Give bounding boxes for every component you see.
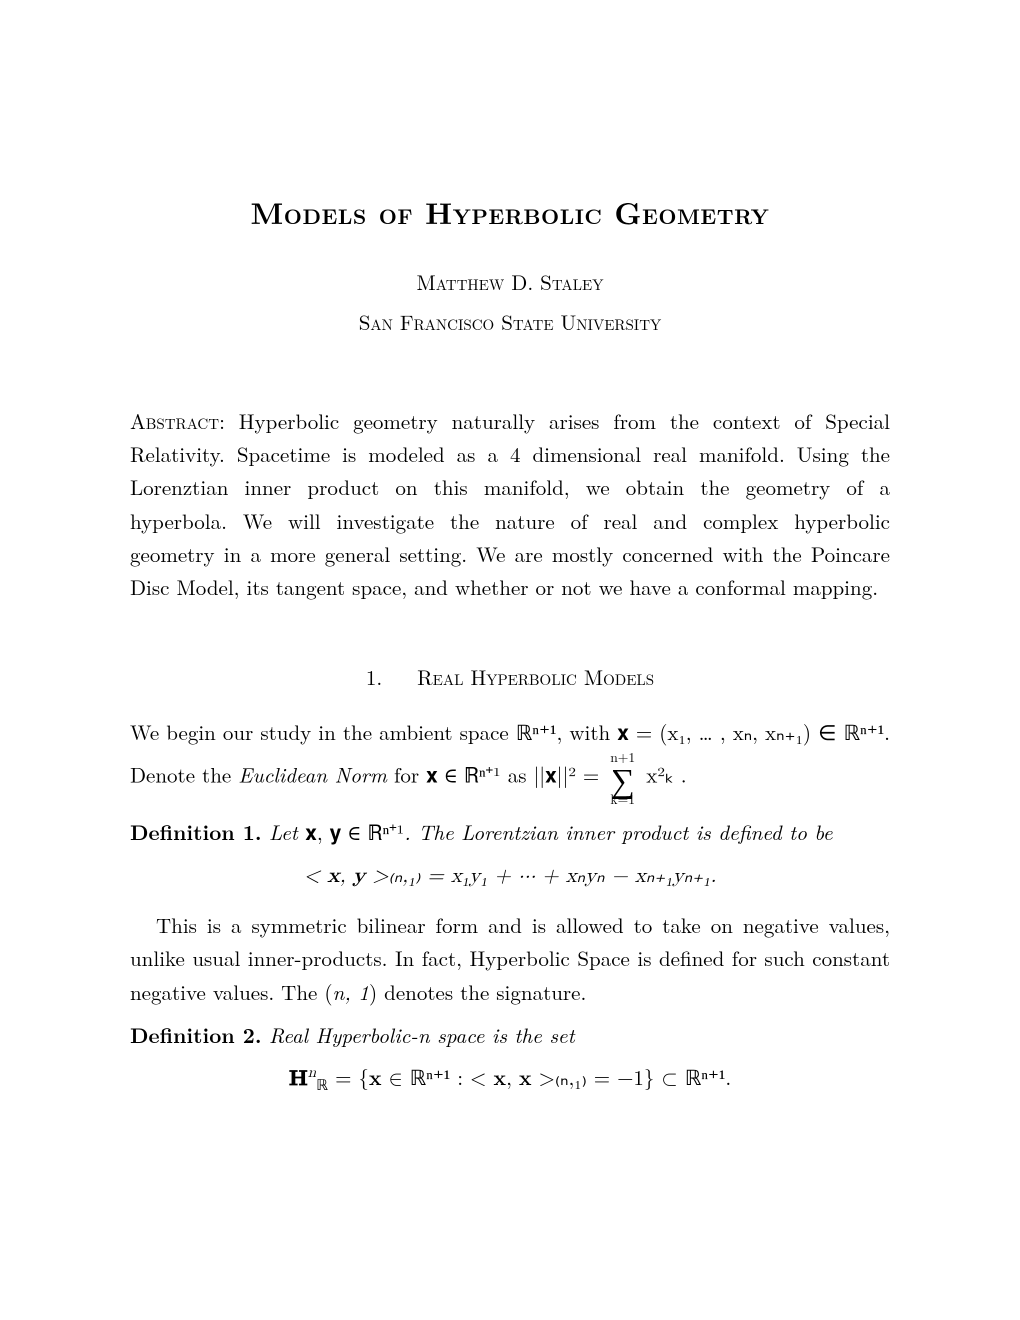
intro-text-a: We begin our study in the ambient space <box>130 717 516 747</box>
page: Models of Hyperbolic Geometry Matthew D.… <box>0 0 1020 1320</box>
hyp-eq-b: = {𝐱 ∈ <box>328 1069 409 1090</box>
section-title: Real Hyperbolic Models <box>417 662 654 692</box>
lorentz-eq-body: < 𝐱, 𝐲 >₍ₙ,₁₎ = x₁y₁ + ··· + xₙyₙ − xₙ₊₁… <box>304 866 717 887</box>
sum-lower: k=1 <box>610 792 635 806</box>
symmetric-paragraph: This is a symmetric bilinear form and is… <box>130 909 890 1009</box>
def2-label: Definition 2. <box>130 1020 262 1050</box>
math-xy-in-rn1: 𝐱, 𝐲 ∈ ℝⁿ⁺¹ <box>305 817 404 847</box>
sigma-icon: ∑ <box>610 764 635 793</box>
lorentzian-equation: < 𝐱, 𝐲 >₍ₙ,₁₎ = x₁y₁ + ··· + xₙyₙ − xₙ₊₁… <box>130 863 890 889</box>
intro-text-c: for <box>387 760 426 790</box>
hyp-eq-d: . <box>725 1069 731 1090</box>
hyp-sub-R: ℝ <box>316 1078 328 1094</box>
def1-text-b: . The Lorentzian inner product is define… <box>404 817 832 847</box>
math-norm-lhs: ||𝐱||² = <box>533 760 606 790</box>
abstract-body: Hyperbolic geometry naturally arises fro… <box>130 406 890 602</box>
sym-n1: n, 1 <box>333 977 370 1007</box>
def2-body: Real Hyperbolic-n space is the set <box>262 1020 575 1050</box>
definition-2: Definition 2. Real Hyperbolic-n space is… <box>130 1019 890 1052</box>
section-heading: 1. Real Hyperbolic Models <box>130 662 890 692</box>
euclidean-norm-label: Euclidean Norm <box>238 760 387 790</box>
def1-label: Definition 1. <box>130 817 262 847</box>
hyp-rn1-b: ℝⁿ⁺¹ <box>685 1066 726 1090</box>
hyperbolic-space-equation: 𝐇nℝ = {𝐱 ∈ ℝⁿ⁺¹ : < 𝐱, 𝐱 >₍ₙ,₁₎ = −1} ⊂ … <box>130 1066 890 1092</box>
hyp-eq-c: : < 𝐱, 𝐱 >₍ₙ,₁₎ = −1} ⊂ <box>450 1069 684 1090</box>
hyp-H: 𝐇 <box>289 1069 308 1090</box>
intro-paragraph: We begin our study in the ambient space … <box>130 716 890 806</box>
author-name: Matthew D. Staley <box>130 267 890 297</box>
math-x-in-rn1: 𝐱 ∈ ℝⁿ⁺¹ <box>426 760 501 790</box>
section-number: 1. <box>366 662 382 692</box>
hyp-rn1-a: ℝⁿ⁺¹ <box>410 1066 451 1090</box>
sym-text-b: ) denotes the signature. <box>369 977 586 1007</box>
math-x-vec: 𝐱 = (x₁, … , xₙ, xₙ₊₁) ∈ <box>617 717 843 747</box>
summation-symbol: n+1∑k=1 <box>610 750 635 806</box>
intro-text-d: as <box>501 760 534 790</box>
def1-text-a: Let <box>262 817 306 847</box>
math-rn1-b: ℝⁿ⁺¹ <box>844 721 885 745</box>
affiliation: San Francisco State University <box>130 307 890 337</box>
math-sum-body: x²ₖ . <box>639 760 686 790</box>
abstract-label: Abstract: <box>130 406 225 436</box>
paper-title: Models of Hyperbolic Geometry <box>130 190 890 233</box>
definition-1: Definition 1. Let 𝐱, 𝐲 ∈ ℝⁿ⁺¹. The Loren… <box>130 816 890 849</box>
math-rn1-a: ℝⁿ⁺¹ <box>516 721 557 745</box>
hyp-sup-n: n <box>308 1065 316 1080</box>
abstract-paragraph: Abstract: Hyperbolic geometry naturally … <box>130 405 890 604</box>
